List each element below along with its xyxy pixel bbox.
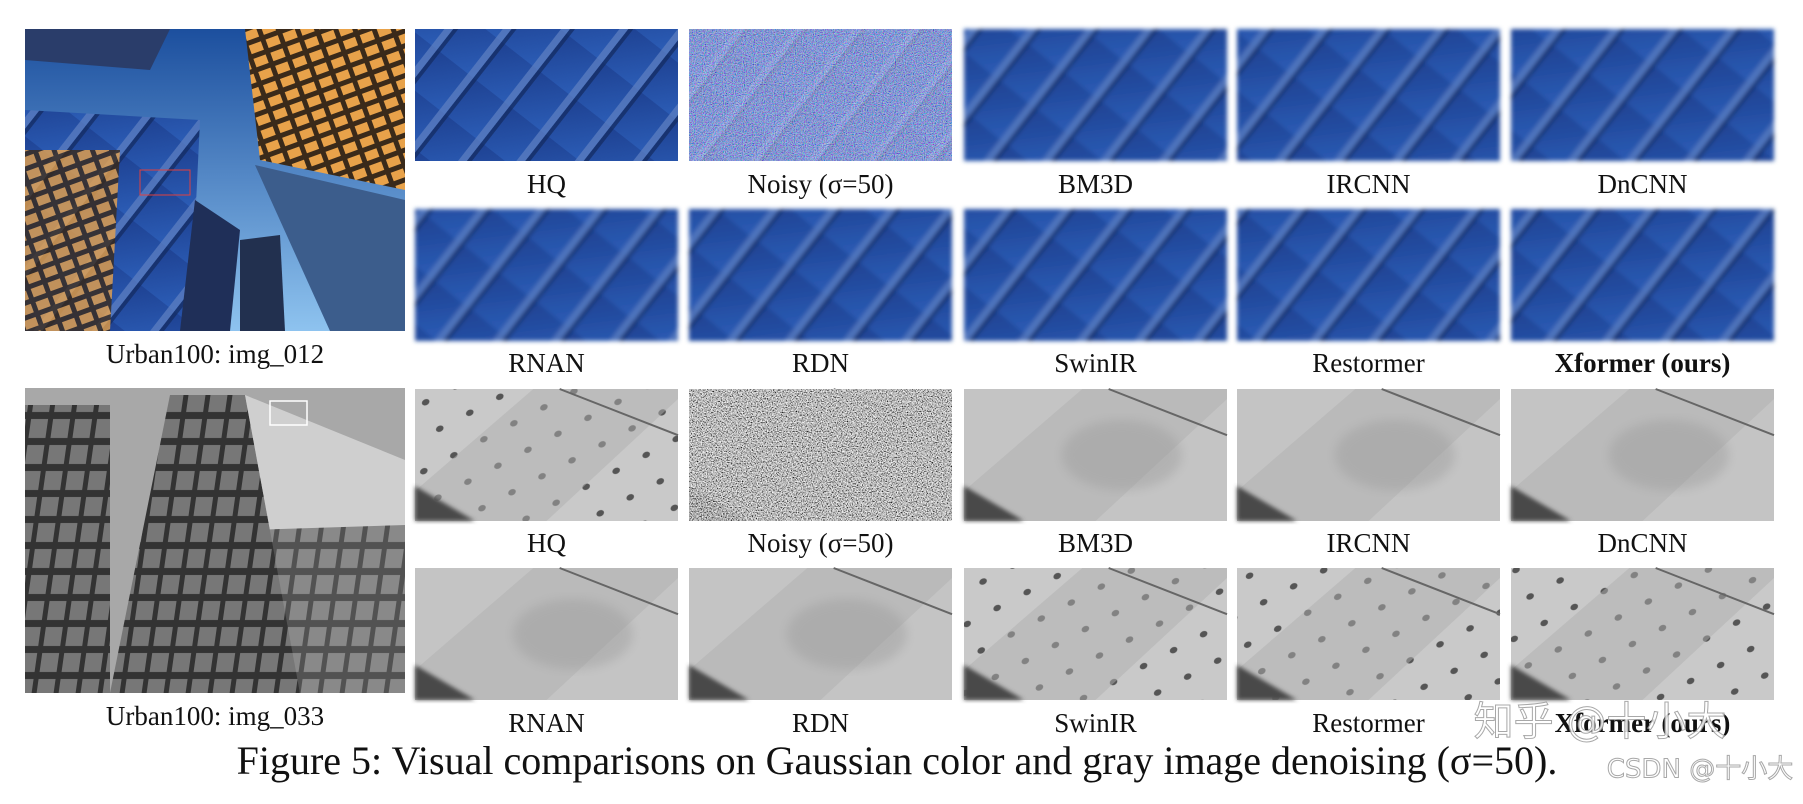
- patch-image: [1511, 209, 1774, 341]
- patch-label: SwinIR: [1054, 708, 1137, 738]
- patch: [415, 388, 679, 521]
- patch-stroke: [1655, 388, 1775, 437]
- gray-image: [25, 388, 405, 693]
- patch-label: RDN: [792, 708, 849, 738]
- patch-image: [964, 29, 1227, 161]
- figure-caption: Figure 5: Visual comparisons on Gaussian…: [237, 738, 1558, 783]
- patch-label: Restormer: [1312, 348, 1424, 378]
- patch-dark: [415, 665, 475, 700]
- noise: [689, 29, 952, 161]
- noise: [689, 389, 952, 521]
- patch-image: [415, 29, 678, 161]
- patch-label: HQ: [527, 528, 566, 558]
- patch-image: [1237, 29, 1500, 161]
- patch: [1237, 209, 1500, 341]
- patch-label: SwinIR: [1054, 348, 1137, 378]
- watermark: CSDN @十小大: [1607, 755, 1793, 785]
- patch: [964, 29, 1227, 161]
- patch: [1511, 567, 1775, 700]
- patch: [1511, 388, 1775, 521]
- patch: [415, 209, 678, 341]
- patch-stroke: [559, 388, 679, 437]
- patch-image: [1511, 29, 1774, 161]
- patch-image: [689, 209, 952, 341]
- patch-edge: [964, 568, 1227, 700]
- patch-label: Xformer (ours): [1555, 708, 1731, 738]
- patch-label: Noisy (σ=50): [747, 528, 893, 558]
- patch-stroke: [1655, 567, 1775, 616]
- patch-stroke: [1381, 567, 1501, 616]
- patch-dark: [964, 486, 1024, 521]
- patch-dark: [1511, 486, 1571, 521]
- patch: [964, 567, 1228, 700]
- patch-label: RDN: [792, 348, 849, 378]
- patch-stroke: [1108, 388, 1228, 437]
- patch: [1237, 29, 1500, 161]
- patch-label: IRCNN: [1326, 528, 1410, 558]
- patch-stroke: [833, 567, 953, 616]
- patch-dark: [1237, 665, 1297, 700]
- image-caption: Urban100: img_012: [106, 339, 324, 369]
- texture: [786, 599, 907, 669]
- patch-image: [415, 209, 678, 341]
- patch-label: DnCNN: [1597, 528, 1687, 558]
- patch-stroke: [1108, 567, 1228, 616]
- patch-label: Noisy (σ=50): [747, 169, 893, 199]
- texture: [512, 599, 633, 669]
- image-caption: Urban100: img_033: [106, 701, 324, 731]
- patch-label: IRCNN: [1326, 169, 1410, 199]
- patch-label: BM3D: [1058, 169, 1133, 199]
- patch: [1511, 29, 1774, 161]
- patch: [1237, 567, 1501, 700]
- texture: [1061, 420, 1182, 490]
- patch-stroke: [559, 567, 679, 616]
- patch-label: RNAN: [508, 348, 585, 378]
- patch: [1511, 209, 1774, 341]
- patch-label: Restormer: [1312, 708, 1424, 738]
- patch-edge: [1237, 568, 1500, 700]
- patch: [689, 29, 952, 161]
- patch-image: [964, 209, 1227, 341]
- texture: [1608, 420, 1729, 490]
- patch: [689, 209, 952, 341]
- texture: [1334, 420, 1455, 490]
- patch-image: [1237, 209, 1500, 341]
- patch-dark: [1511, 665, 1571, 700]
- patch-dark: [1237, 486, 1297, 521]
- patch-dark: [415, 486, 475, 521]
- patch: [689, 567, 953, 700]
- color-image: [25, 29, 405, 331]
- patch: [689, 388, 953, 521]
- patch: [415, 29, 678, 161]
- patch-dark: [964, 665, 1024, 700]
- patch-label: HQ: [527, 169, 566, 199]
- patch: [964, 388, 1228, 521]
- patch: [1237, 388, 1501, 521]
- patch-dark: [689, 665, 749, 700]
- patch: [415, 567, 679, 700]
- patch-edge: [415, 389, 678, 521]
- patch-label: Xformer (ours): [1555, 348, 1731, 378]
- patch-label: DnCNN: [1597, 169, 1687, 199]
- patch: [964, 209, 1227, 341]
- watermark: 知乎 @十小大: [1474, 699, 1727, 745]
- patch-label: BM3D: [1058, 528, 1133, 558]
- patch-label: RNAN: [508, 708, 585, 738]
- patch-stroke: [1381, 388, 1501, 437]
- patch-edge: [1511, 568, 1774, 700]
